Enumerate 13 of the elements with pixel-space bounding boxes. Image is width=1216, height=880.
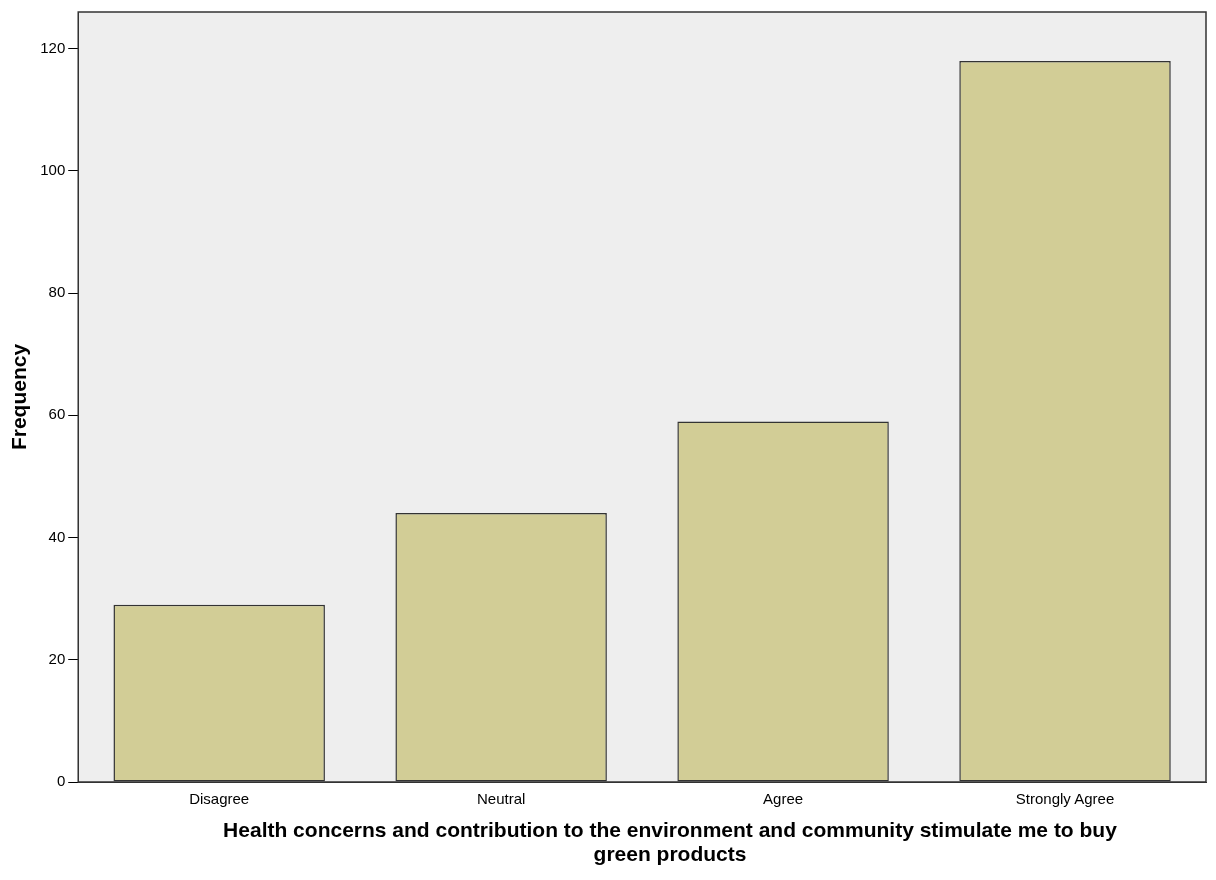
y-axis-title: Frequency xyxy=(7,343,31,451)
x-tick-label: Disagree xyxy=(189,790,250,808)
y-tick-label: 0 xyxy=(56,772,66,790)
y-tick-label: 60 xyxy=(48,405,66,423)
y-tick-label: 40 xyxy=(48,527,66,545)
x-tick-label: Agree xyxy=(763,790,804,808)
x-axis-title: Health concerns and contribution to the environment and community stimulate me to buy green products xyxy=(222,818,1118,866)
x-tick-label: Neutral xyxy=(476,790,526,808)
y-tick-label: 120 xyxy=(40,38,66,56)
y-tick-label: 100 xyxy=(40,161,66,179)
y-tick-label: 80 xyxy=(48,283,66,301)
x-tick-label: Strongly Agree xyxy=(1015,790,1115,808)
y-tick-label: 20 xyxy=(48,649,66,667)
